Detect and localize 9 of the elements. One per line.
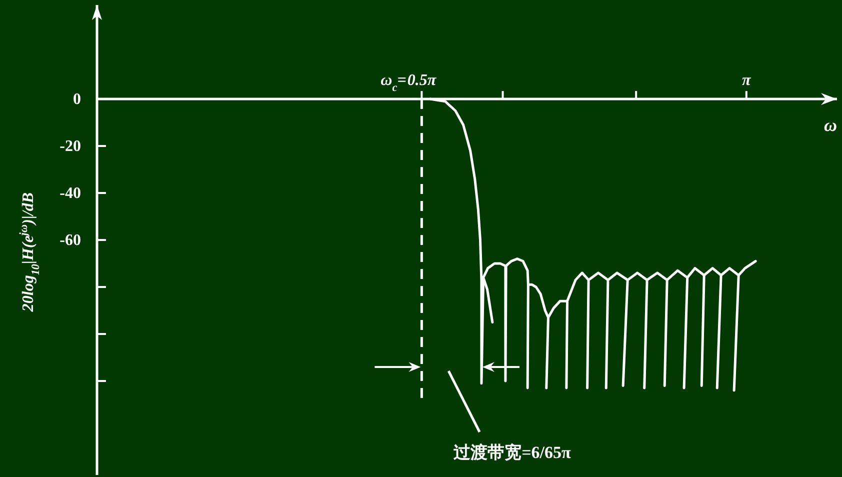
y-tick-label: -40 [60, 185, 81, 202]
y-tick-label: -60 [60, 232, 81, 249]
x-tick-label: 0.5π [407, 72, 438, 89]
x-axis-title: ω [824, 115, 837, 135]
y-tick-label: 0 [73, 91, 81, 108]
ref-line-label: ω$_{c}$= [380, 72, 406, 94]
annotation: 过渡带宽=6/65π [452, 443, 572, 462]
y-tick-label: -20 [60, 138, 81, 155]
x-tick-label: π [742, 72, 752, 89]
